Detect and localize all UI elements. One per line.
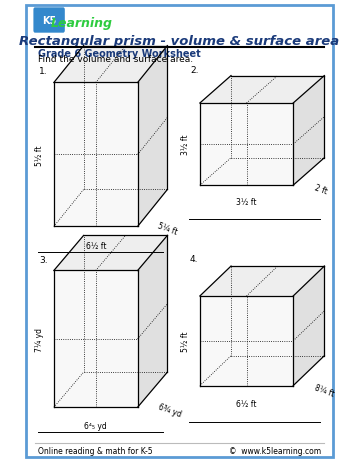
Text: 3.: 3. <box>39 255 48 264</box>
Text: 5¼ ft: 5¼ ft <box>157 221 179 237</box>
Text: 2.: 2. <box>190 66 199 75</box>
Text: 6½ ft: 6½ ft <box>85 242 106 250</box>
Text: 5½ ft: 5½ ft <box>36 145 45 165</box>
Text: Find the volume and surface area.: Find the volume and surface area. <box>38 55 193 63</box>
Text: 6⁴₅ yd: 6⁴₅ yd <box>84 421 107 430</box>
Text: 4.: 4. <box>190 255 199 264</box>
FancyBboxPatch shape <box>33 8 65 34</box>
Text: Online reading & math for K-5: Online reading & math for K-5 <box>38 445 153 455</box>
Text: 2 ft: 2 ft <box>313 183 328 195</box>
Polygon shape <box>54 83 137 227</box>
FancyBboxPatch shape <box>25 6 334 457</box>
Text: 6½ ft: 6½ ft <box>236 399 257 408</box>
Polygon shape <box>54 236 167 271</box>
Text: 5½ ft: 5½ ft <box>181 331 190 351</box>
Text: ©  www.k5learning.com: © www.k5learning.com <box>229 445 321 455</box>
Text: Learning: Learning <box>51 17 113 30</box>
Polygon shape <box>293 76 324 186</box>
Polygon shape <box>200 104 293 186</box>
Polygon shape <box>200 296 293 386</box>
Text: Grade 6 Geometry Worksheet: Grade 6 Geometry Worksheet <box>38 49 201 58</box>
Text: 8¼ ft: 8¼ ft <box>313 382 335 398</box>
Text: 7¼ yd: 7¼ yd <box>36 327 45 351</box>
Polygon shape <box>54 46 167 83</box>
Polygon shape <box>293 267 324 386</box>
Polygon shape <box>137 46 167 227</box>
Polygon shape <box>137 236 167 407</box>
Text: 3½ ft: 3½ ft <box>181 135 190 155</box>
Text: 3½ ft: 3½ ft <box>236 198 257 207</box>
Polygon shape <box>200 267 324 296</box>
Text: Rectangular prism - volume & surface area: Rectangular prism - volume & surface are… <box>19 35 340 48</box>
Polygon shape <box>200 76 324 104</box>
Polygon shape <box>54 271 137 407</box>
Text: 6¾ yd: 6¾ yd <box>157 402 182 419</box>
Text: K5: K5 <box>42 16 56 26</box>
Text: 1.: 1. <box>39 67 48 76</box>
